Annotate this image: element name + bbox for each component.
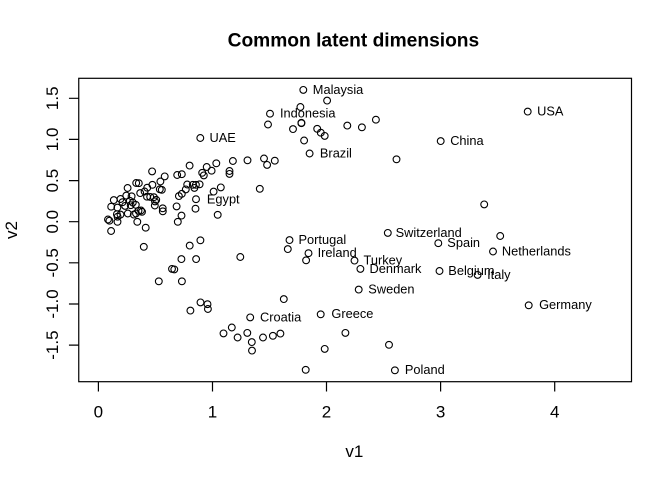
svg-text:UAE: UAE bbox=[210, 130, 236, 145]
svg-text:1.5: 1.5 bbox=[43, 86, 62, 110]
svg-text:China: China bbox=[450, 133, 484, 148]
svg-text:v2: v2 bbox=[2, 221, 21, 239]
svg-text:Portugal: Portugal bbox=[299, 232, 347, 247]
svg-text:-1.5: -1.5 bbox=[43, 330, 62, 359]
svg-text:-1.0: -1.0 bbox=[43, 289, 62, 318]
svg-text:Turkey: Turkey bbox=[364, 253, 403, 268]
svg-text:Greece: Greece bbox=[331, 306, 373, 321]
svg-text:USA: USA bbox=[537, 104, 564, 119]
svg-text:Germany: Germany bbox=[539, 297, 592, 312]
svg-text:Belgium: Belgium bbox=[448, 263, 494, 278]
svg-text:Denmark: Denmark bbox=[370, 261, 423, 276]
svg-text:1: 1 bbox=[208, 402, 217, 421]
svg-text:v1: v1 bbox=[345, 442, 363, 461]
svg-text:1.0: 1.0 bbox=[43, 128, 62, 152]
svg-text:0.0: 0.0 bbox=[43, 210, 62, 234]
svg-text:Common latent dimensions: Common latent dimensions bbox=[228, 31, 480, 52]
svg-text:Poland: Poland bbox=[405, 362, 445, 377]
svg-text:4: 4 bbox=[550, 402, 559, 421]
svg-text:Italy: Italy bbox=[487, 267, 511, 282]
svg-text:Switzerland: Switzerland bbox=[396, 225, 462, 240]
svg-text:Ireland: Ireland bbox=[318, 245, 357, 260]
svg-text:-0.5: -0.5 bbox=[43, 248, 62, 277]
svg-text:3: 3 bbox=[436, 402, 445, 421]
svg-text:2: 2 bbox=[322, 402, 331, 421]
svg-text:0.5: 0.5 bbox=[43, 169, 62, 193]
svg-text:Sweden: Sweden bbox=[368, 282, 414, 297]
svg-text:Brazil: Brazil bbox=[320, 145, 352, 160]
svg-text:Netherlands: Netherlands bbox=[502, 243, 571, 258]
svg-text:0: 0 bbox=[94, 402, 103, 421]
svg-text:Indonesia: Indonesia bbox=[280, 106, 336, 121]
svg-text:Malaysia: Malaysia bbox=[313, 82, 364, 97]
svg-text:Croatia: Croatia bbox=[260, 309, 302, 324]
svg-text:Spain: Spain bbox=[447, 235, 480, 250]
svg-text:Egypt: Egypt bbox=[207, 191, 240, 206]
